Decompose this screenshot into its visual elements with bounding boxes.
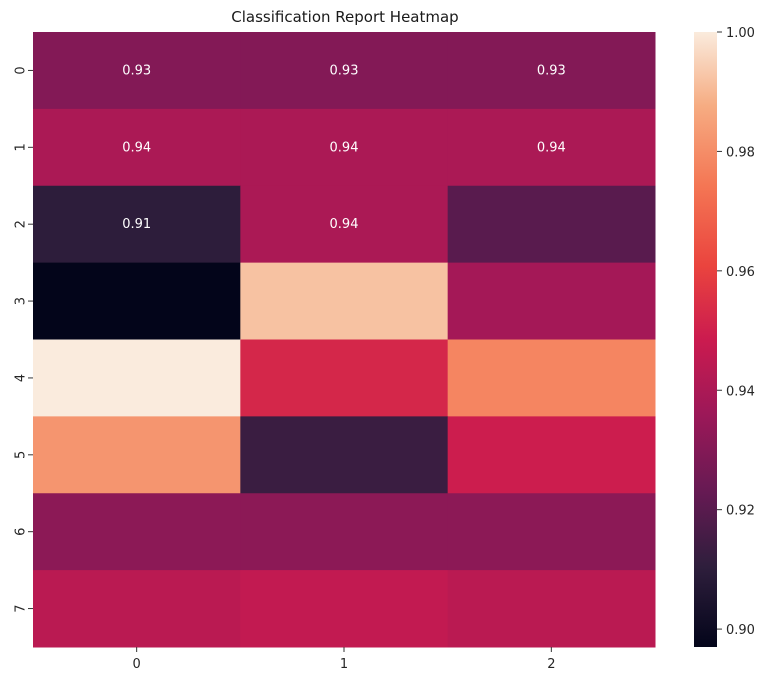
heatmap-cell-r6-c2 [447, 493, 656, 571]
heatmap-cell-r7-c2 [447, 570, 656, 648]
cell-annotation-r1-c1: 0.94 [330, 140, 359, 155]
heatmap-cell-r2-c1 [240, 185, 449, 264]
y-tick-label-0: 0 [14, 66, 29, 74]
cell-annotation-r1-c0: 0.94 [122, 140, 151, 155]
heatmap-cell-r1-c1 [240, 108, 449, 187]
colorbar-tick-label-4: 0.98 [726, 145, 755, 160]
heatmap-cell-r3-c1 [240, 262, 449, 340]
x-tick-label-0: 0 [133, 657, 141, 672]
heatmap-cell-r4-c2 [447, 339, 656, 417]
heatmap-cell-r5-c2 [447, 416, 656, 494]
colorbar-tick-label-0: 0.90 [726, 623, 755, 638]
heatmap-cell-r1-c2 [447, 108, 656, 187]
heatmap-cell-r4-c1 [240, 339, 449, 417]
y-tick-label-1: 1 [14, 143, 29, 151]
cell-annotation-r0-c1: 0.93 [330, 63, 359, 78]
heatmap-cell-r1-c0 [33, 108, 241, 187]
heatmap-cell-r2-c0 [33, 185, 241, 264]
cell-annotation-r1-c2: 0.94 [537, 140, 566, 155]
heatmap-cell-r5-c0 [33, 416, 241, 494]
heatmap-annotations: 0.93 0.93 0.93 0.94 0.94 0.94 0.91 0.94 [122, 63, 566, 232]
x-tick-label-2: 2 [547, 657, 555, 672]
cell-annotation-r2-c1: 0.94 [330, 217, 359, 232]
x-tick-label-1: 1 [340, 657, 348, 672]
colorbar [694, 32, 717, 647]
heatmap-cell-r0-c2 [447, 32, 656, 110]
cell-annotation-r0-c0: 0.93 [122, 63, 151, 78]
y-tick-label-2: 2 [14, 220, 29, 228]
y-axis-ticks: 0 1 2 3 4 5 6 7 [14, 66, 33, 613]
heatmap-cell-r0-c0 [33, 32, 241, 110]
heatmap-cell-r6-c1 [240, 493, 449, 571]
y-tick-label-4: 4 [14, 374, 29, 382]
cell-annotation-r0-c2: 0.93 [537, 63, 566, 78]
heatmap-cell-r5-c1 [240, 416, 449, 494]
colorbar-ticks: 0.90 0.92 0.94 0.96 0.98 1.00 [717, 26, 755, 638]
y-tick-label-5: 5 [14, 451, 29, 459]
y-tick-label-7: 7 [14, 604, 29, 612]
colorbar-tick-label-1: 0.92 [726, 504, 755, 519]
heatmap-cell-r6-c0 [33, 493, 241, 571]
heatmap-cell-r2-c2 [447, 185, 656, 264]
y-tick-label-6: 6 [14, 528, 29, 536]
heatmap-cell-r7-c0 [33, 570, 241, 648]
cell-annotation-r2-c0: 0.91 [122, 217, 151, 232]
x-axis-ticks: 0 1 2 [133, 647, 555, 672]
heatmap-cell-r3-c0 [33, 262, 241, 340]
heatmap-cells [33, 32, 656, 648]
colorbar-tick-label-3: 0.96 [726, 265, 755, 280]
heatmap-cell-r7-c1 [240, 570, 449, 648]
heatmap-cell-r0-c1 [240, 32, 449, 110]
y-tick-label-3: 3 [14, 297, 29, 305]
colorbar-tick-label-2: 0.94 [726, 384, 755, 399]
heatmap-cell-r4-c0 [33, 339, 241, 417]
colorbar-tick-label-5: 1.00 [726, 26, 755, 41]
heatmap-cell-r3-c2 [447, 262, 656, 340]
chart-title: Classification Report Heatmap [231, 8, 458, 26]
